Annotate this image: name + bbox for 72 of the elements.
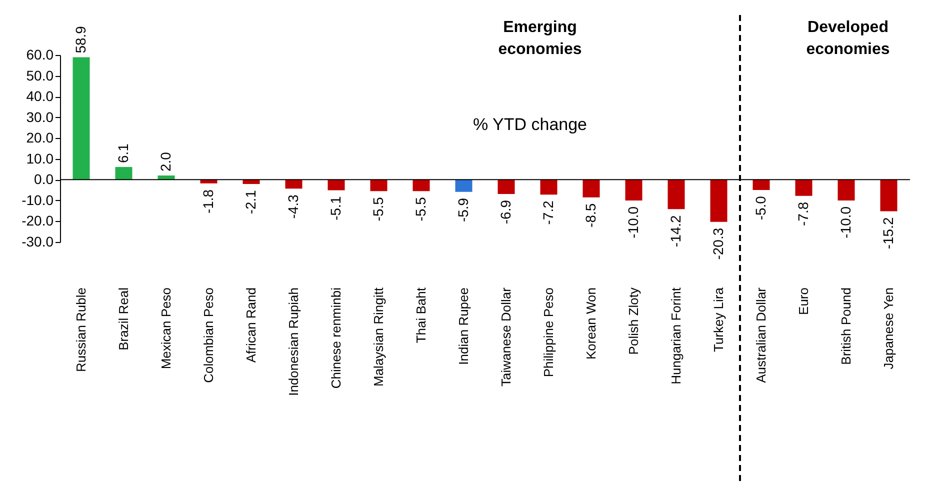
data-label: -5.5: [370, 196, 386, 222]
y-tick-label: -10.0: [22, 192, 54, 208]
bar: [752, 180, 770, 190]
x-tick-label: Euro: [796, 288, 811, 315]
x-tick-label: Philippine Peso: [540, 288, 556, 378]
data-label: -14.2: [667, 214, 684, 248]
x-tick-label: Turkey Lira: [710, 286, 726, 352]
bar: [668, 180, 685, 210]
x-tick-label: British Pound: [838, 288, 854, 365]
bar: [710, 180, 728, 222]
x-tick-label: Australian Dollar: [753, 286, 768, 383]
data-label: -5.0: [752, 196, 768, 220]
y-tick-label: 30.0: [26, 108, 54, 125]
bar: [625, 180, 642, 200]
y-tick-label: -30.0: [22, 234, 54, 250]
data-label: -5.9: [454, 198, 471, 222]
y-tick-label: 50.0: [26, 67, 54, 84]
x-tick-label: Thai Baht: [413, 287, 428, 344]
x-tick-label: Polish Zloty: [626, 287, 641, 355]
y-tick-label: -20.0: [22, 212, 54, 229]
bar: [328, 180, 345, 190]
x-tick-label: Japanese Yen: [880, 288, 896, 370]
data-label: -5.5: [412, 196, 428, 222]
data-label: -10.0: [837, 206, 854, 238]
y-tick-label: 0.0: [34, 171, 54, 188]
bar: [880, 180, 898, 212]
x-tick-label: African Rand: [243, 288, 258, 363]
x-tick-label: Colombian Peso: [200, 288, 216, 383]
x-tick-label: Russian Ruble: [73, 288, 88, 372]
data-label: -7.8: [794, 202, 811, 226]
data-label: -6.9: [497, 200, 514, 224]
data-label: 58.9: [72, 26, 88, 54]
bar: [242, 180, 260, 184]
x-tick-label: Hungarian Forint: [668, 287, 684, 384]
bar: [412, 180, 430, 192]
data-label: -1.8: [200, 189, 216, 214]
data-label: -2.1: [242, 190, 258, 214]
data-label: 2.0: [157, 152, 174, 172]
data-label: -8.5: [582, 203, 598, 228]
annotation: Developed economies: [806, 19, 890, 58]
y-tick-label: 40.0: [26, 88, 54, 104]
bar: [582, 180, 600, 198]
data-label: -15.2: [880, 217, 896, 250]
bar: [795, 180, 812, 196]
annotation: Emerging economies: [498, 19, 582, 58]
bar: [498, 180, 515, 194]
bar: [540, 180, 558, 195]
x-tick-label: Indonesian Rupiah: [286, 288, 301, 396]
annotation: % YTD change: [472, 115, 588, 134]
data-label: -4.3: [284, 194, 301, 219]
x-tick-label: Brazil Real: [116, 287, 131, 350]
bar: [115, 166, 132, 180]
x-tick-label: Taiwanese Dollar: [498, 286, 514, 386]
bar: [285, 180, 302, 189]
bar: [200, 180, 218, 184]
y-tick-label: 10.0: [26, 150, 54, 166]
x-tick-label: Korean Won: [583, 288, 598, 360]
data-label: -5.1: [327, 196, 344, 220]
x-tick-label: Malaysian Ringitt: [370, 287, 386, 386]
y-tick-label: 20.0: [26, 130, 54, 146]
data-label: -7.2: [540, 200, 556, 225]
data-label: 6.1: [114, 143, 131, 163]
x-tick-label: Chinese renminbi: [328, 287, 344, 389]
data-label: -10.0: [624, 206, 641, 238]
bar: [838, 180, 855, 200]
bar: [370, 180, 388, 192]
x-tick-label: Mexican Peso: [158, 288, 174, 370]
data-label: -20.3: [710, 228, 726, 260]
x-tick-label: Indian Rupee: [456, 288, 471, 365]
bar: [455, 180, 472, 192]
bar: [72, 57, 90, 180]
y-tick-label: 60.0: [26, 46, 54, 62]
